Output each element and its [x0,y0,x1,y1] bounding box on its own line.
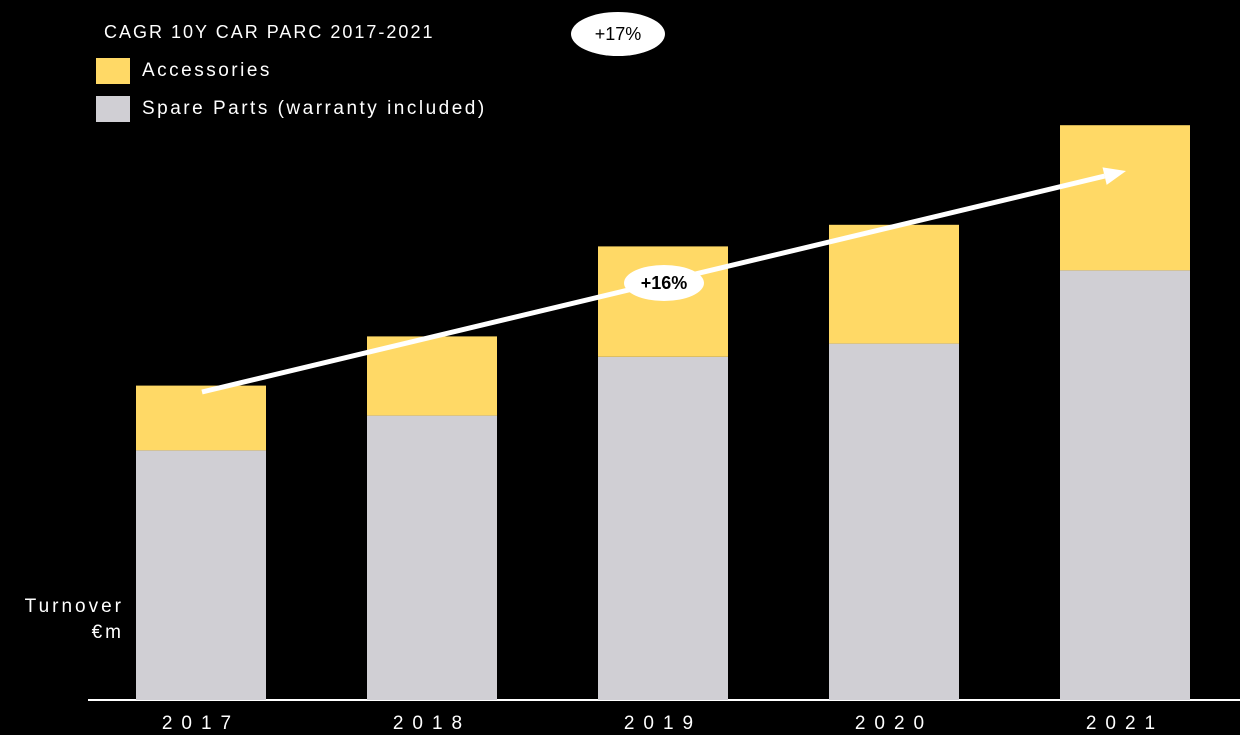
bar-spare-parts-2021 [1060,270,1190,700]
bar-spare-parts-2020 [829,343,959,700]
bar-spare-parts-2017 [136,450,266,700]
cagr-label: CAGR 10Y CAR PARC 2017-2021 [104,22,435,42]
bar-accessories-2017 [136,385,266,451]
y-axis-label: Turnover €m [24,596,124,643]
x-tick-label-2020: 2020 [855,713,933,734]
bar-accessories-2019 [598,246,728,357]
legend-swatch-spare-parts [96,96,130,122]
bar-accessories-2021 [1060,125,1190,271]
legend-item-accessories: Accessories [96,58,487,84]
cagr-badge: +17% [571,12,665,56]
x-tick-label-2018: 2018 [393,713,471,734]
legend-label-accessories: Accessories [142,60,272,81]
bar-accessories-2020 [829,224,959,344]
bar-spare-parts-2018 [367,415,497,700]
growth-trend-arrow-head [1102,167,1126,185]
legend-label-spare-parts: Spare Parts (warranty included) [142,98,487,119]
legend-item-spare-parts: Spare Parts (warranty included) [96,96,487,122]
growth-badge: +16% [624,265,704,301]
x-tick-label-2017: 2017 [162,713,240,734]
chart-legend: Accessories Spare Parts (warranty includ… [96,58,487,134]
legend-swatch-accessories [96,58,130,84]
x-tick-label-2019: 2019 [624,713,702,734]
x-tick-label-2021: 2021 [1086,713,1164,734]
bar-spare-parts-2019 [598,356,728,700]
